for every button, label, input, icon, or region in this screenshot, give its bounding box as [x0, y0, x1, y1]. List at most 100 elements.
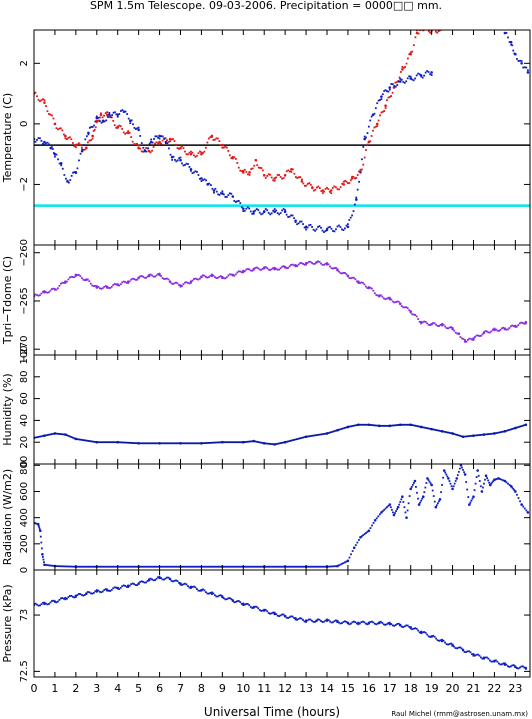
data-point	[363, 621, 366, 624]
data-point	[197, 174, 200, 176]
data-point	[178, 284, 180, 286]
data-point	[126, 113, 129, 115]
data-point	[101, 441, 104, 444]
data-point	[492, 432, 494, 435]
data-point	[384, 507, 387, 510]
data-point	[146, 275, 149, 278]
data-point	[415, 31, 419, 35]
data-point	[106, 116, 109, 118]
data-point	[400, 78, 403, 81]
data-point	[376, 622, 379, 625]
data-point	[57, 128, 59, 131]
data-point	[60, 433, 62, 436]
data-point	[221, 190, 224, 193]
data-point	[127, 586, 130, 589]
data-point	[67, 434, 70, 437]
data-point	[77, 438, 80, 441]
data-point	[151, 565, 153, 568]
data-point	[131, 565, 134, 568]
data-point	[121, 281, 124, 284]
data-point	[143, 442, 146, 445]
data-point	[312, 620, 315, 623]
data-point	[446, 475, 449, 478]
data-point	[173, 565, 176, 568]
data-point	[364, 423, 367, 426]
data-point	[146, 565, 149, 568]
data-point	[46, 434, 49, 436]
data-point	[439, 323, 442, 326]
data-point	[482, 331, 486, 335]
data-point	[394, 424, 397, 427]
data-point	[287, 565, 290, 568]
data-point	[415, 627, 418, 630]
data-point	[142, 275, 145, 278]
data-point	[303, 263, 306, 266]
data-point	[133, 278, 136, 280]
data-point	[248, 440, 251, 443]
data-point	[101, 565, 104, 568]
data-point	[516, 493, 518, 496]
data-point	[133, 565, 136, 568]
data-point	[70, 174, 73, 177]
data-point	[90, 139, 92, 142]
data-point	[402, 80, 405, 83]
data-point	[312, 189, 315, 192]
data-point	[481, 657, 484, 660]
data-point	[231, 195, 235, 198]
data-point	[218, 594, 221, 597]
data-point	[43, 143, 46, 146]
data-point	[43, 561, 45, 564]
data-point	[258, 268, 261, 271]
data-point	[246, 206, 249, 209]
data-point	[354, 198, 358, 201]
data-point	[361, 620, 364, 623]
data-point	[470, 499, 473, 502]
data-point	[285, 616, 288, 619]
data-point	[71, 595, 74, 598]
data-point	[423, 491, 426, 494]
data-point	[330, 192, 333, 195]
data-point	[210, 273, 213, 276]
data-point	[89, 282, 92, 285]
data-point	[163, 578, 165, 581]
data-point	[55, 127, 58, 130]
data-point	[181, 145, 183, 148]
data-point	[396, 505, 400, 509]
data-point	[500, 431, 503, 433]
data-point	[35, 522, 37, 525]
data-point	[458, 467, 461, 470]
data-point	[429, 324, 432, 326]
data-point	[239, 441, 242, 444]
data-point	[82, 439, 85, 441]
data-point	[288, 440, 291, 442]
data-point	[291, 439, 294, 442]
data-point	[163, 442, 165, 445]
data-point	[342, 180, 345, 183]
data-point	[408, 423, 411, 426]
data-point	[208, 276, 210, 279]
data-point	[203, 178, 206, 181]
data-point	[243, 209, 246, 212]
data-point	[99, 116, 101, 119]
data-point	[188, 565, 191, 568]
data-point	[218, 140, 221, 143]
data-point	[424, 320, 427, 323]
data-point	[344, 271, 346, 274]
data-point	[206, 276, 209, 279]
data-point	[393, 424, 396, 427]
data-point	[170, 138, 173, 141]
data-point	[450, 432, 452, 435]
data-point	[122, 584, 125, 587]
data-point	[509, 665, 512, 668]
data-point	[88, 591, 91, 594]
data-point	[520, 321, 523, 324]
y-tick-label: 800	[19, 456, 30, 475]
data-point	[369, 286, 372, 289]
data-point	[323, 433, 325, 435]
data-point	[105, 113, 109, 117]
data-point	[429, 31, 432, 34]
data-point	[287, 169, 290, 172]
data-point	[107, 286, 110, 289]
data-point	[203, 274, 206, 277]
data-point	[366, 623, 369, 626]
